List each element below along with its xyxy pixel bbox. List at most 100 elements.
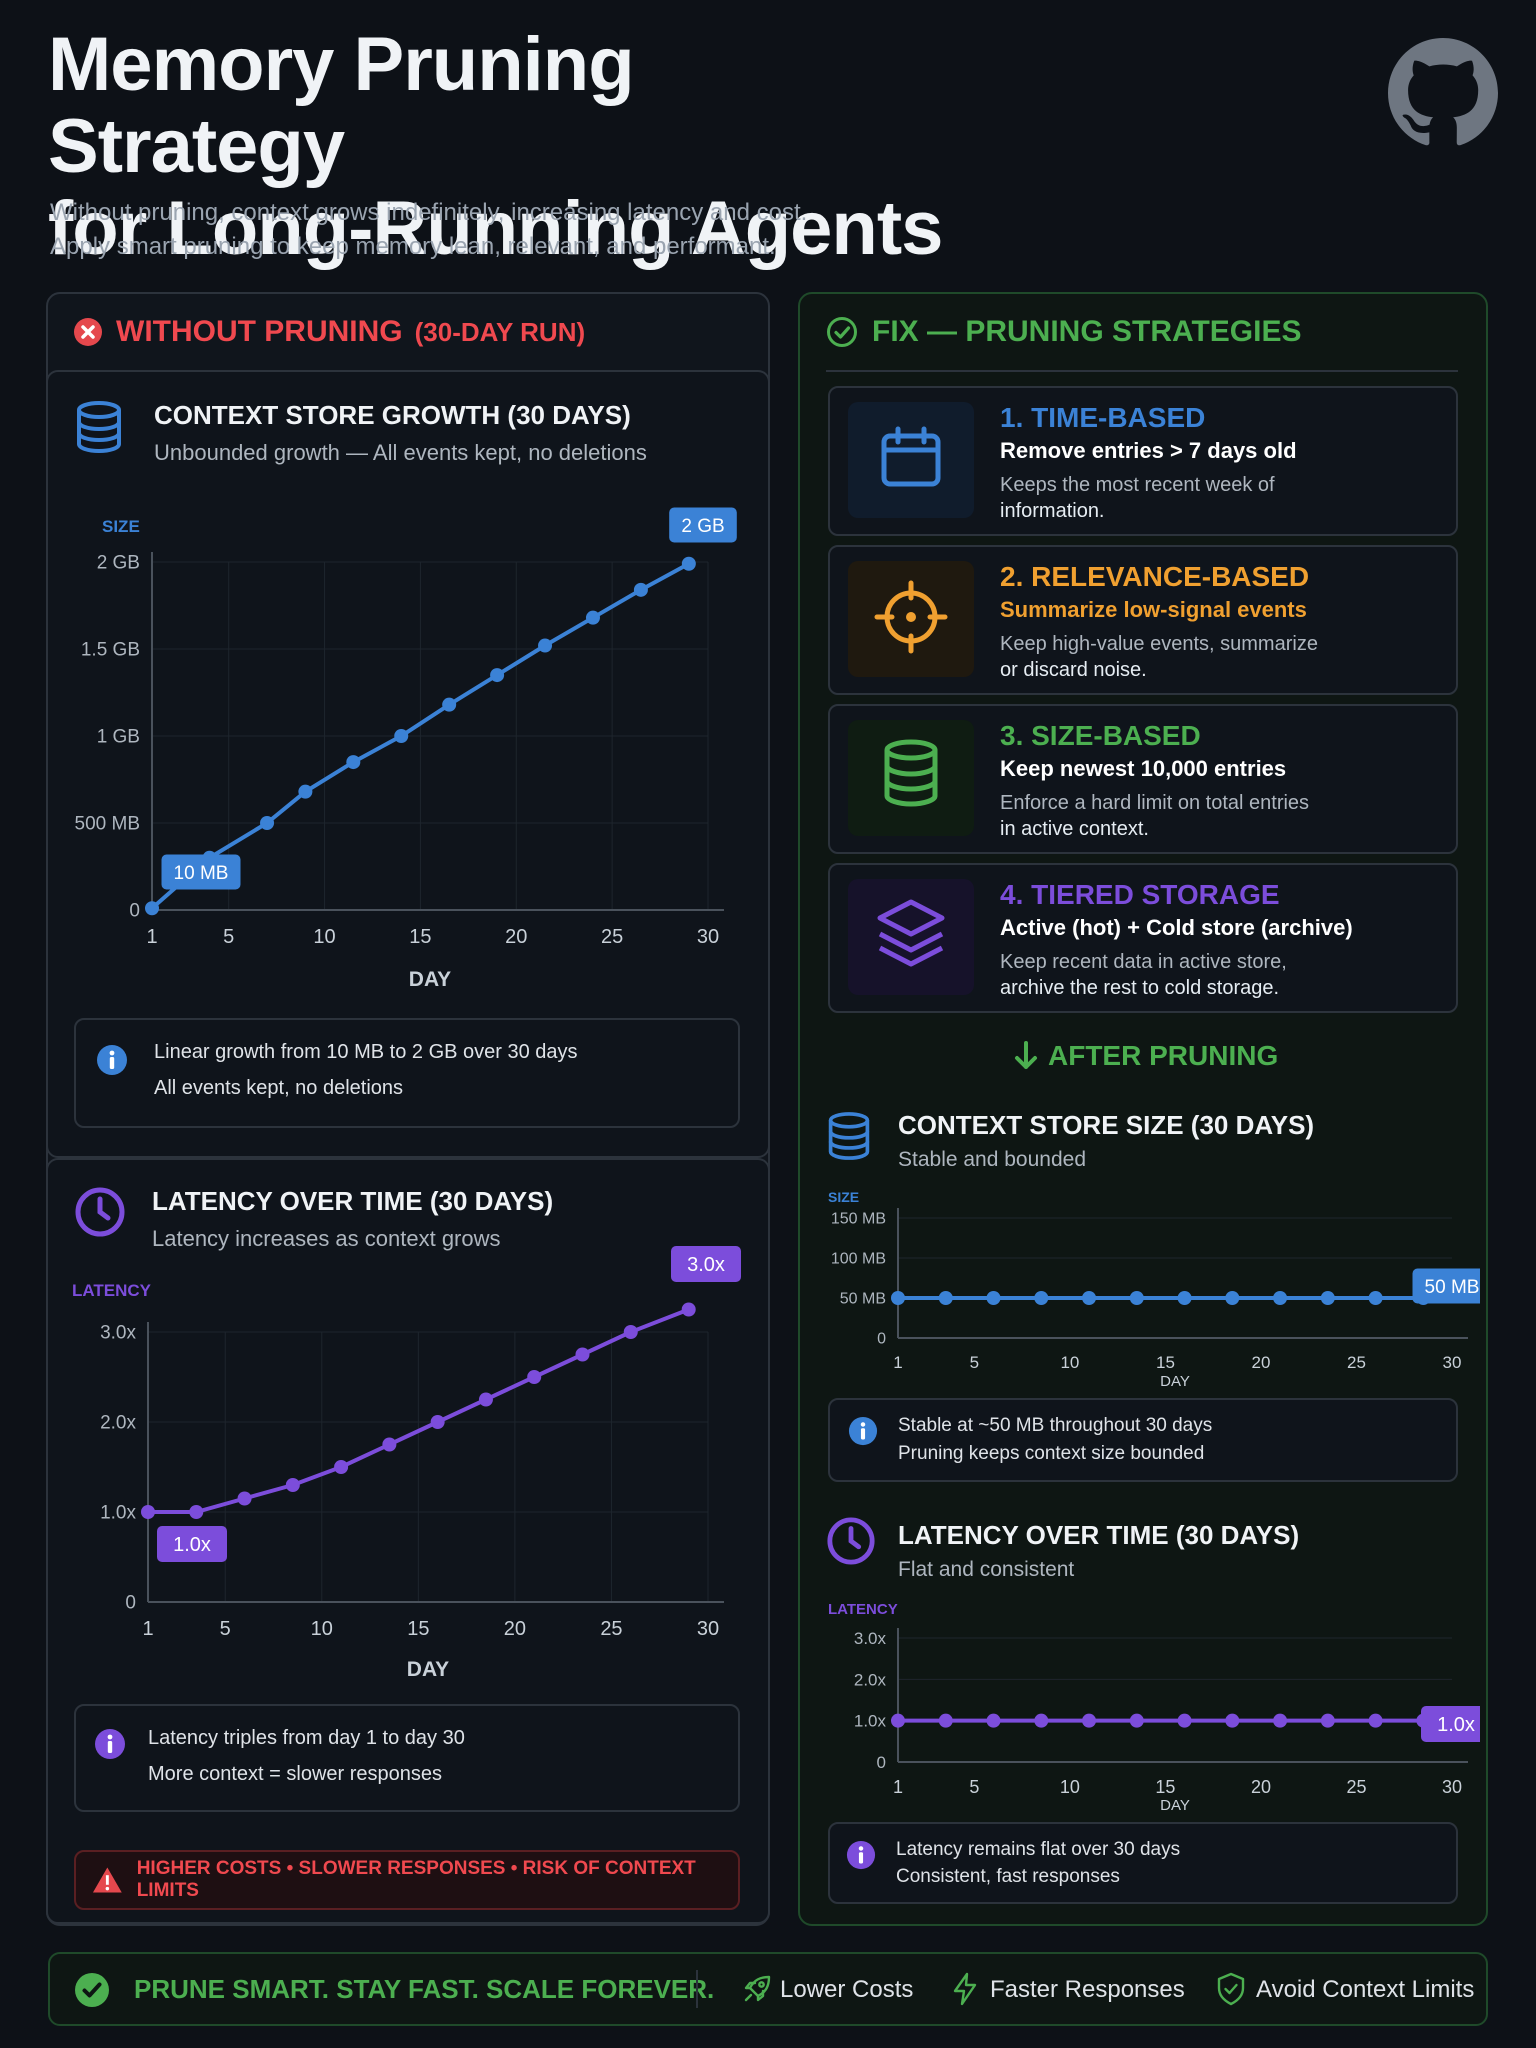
footer-avoid-context-limits: Avoid Context Limits [1256,1976,1475,2003]
series-line [150,561,690,910]
data-point [1129,1291,1144,1305]
size-after-subtitle: Stable and bounded [898,1148,1087,1171]
strategy-desc-line-2: or discard noise. [1000,659,1147,681]
x-tick-label: 30 [1442,1777,1462,1797]
x-tick-label: 20 [1251,1777,1271,1797]
x-tick-label: 5 [969,1777,979,1797]
y-tick-label: 0 [129,901,140,922]
y-tick-label: 0 [125,1593,136,1614]
growth-chart-subtitle: Unbounded growth — All events kept, no d… [154,440,647,465]
data-point [141,1505,155,1519]
without-pruning-title: WITHOUT PRUNING [116,315,403,348]
x-axis-label: DAY [1160,1797,1190,1814]
data-point [1034,1713,1049,1728]
y-tick-label: 0 [877,1331,886,1348]
growth-note: Linear growth from 10 MB to 2 GB over 30… [74,1018,740,1128]
x-tick-label: 20 [505,926,527,948]
y-tick-label: 50 MB [840,1291,886,1308]
shield-check-icon [1217,1972,1245,2006]
rocket-icon [744,1975,771,2002]
header-divider [826,370,1458,372]
data-point [260,816,275,830]
y-tick-label: 100 MB [831,1251,886,1268]
pruning-strategies-title: FIX — PRUNING STRATEGIES [872,315,1302,348]
latency-before-note: Latency triples from day 1 to day 30 Mor… [74,1704,740,1812]
strategy-desc-line-1: Keeps the most recent week of [1000,474,1275,496]
data-point [938,1291,953,1305]
data-point [1177,1713,1192,1728]
data-point [623,1325,638,1339]
y-tick-label: 1.0x [854,1712,887,1731]
without-pruning-paren: (30-DAY RUN) [414,316,586,347]
start-value-label: 10 MB [174,863,229,884]
warning-text: HIGHER COSTS • SLOWER RESPONSES • RISK O… [136,1858,696,1901]
y-tick-label: 1 GB [97,727,140,748]
start-value-label: 1.0x [173,1534,211,1556]
clock-icon [827,1517,875,1565]
end-value-label-bg [1412,1268,1480,1304]
data-point [986,1291,1001,1305]
x-tick-label: 1 [893,1353,902,1372]
x-tick-label: 20 [1252,1353,1271,1372]
after-pruning-text: AFTER PRUNING [1048,1040,1279,1071]
strategy-desc-line-2: in active context. [1000,818,1149,840]
y-tick-label: 1.0x [100,1503,136,1524]
latency-after-note-line-2: Consistent, fast responses [896,1866,1120,1887]
y-axis-label: LATENCY [72,1281,152,1300]
strategy-desc-line-1: Keep recent data in active store, [1000,951,1287,973]
y-tick-label: 2 GB [97,553,140,574]
check-circle-icon [75,1973,109,2007]
data-point [298,784,313,799]
page-title: Memory Pruning Strategy for Long-Running… [48,24,948,270]
y-tick-label: 2.0x [854,1670,887,1689]
database-icon [828,1112,870,1160]
end-value-label-bg [671,1246,741,1282]
data-point [891,1713,905,1728]
x-tick-label: 10 [311,1618,333,1640]
strategy-subtitle: Active (hot) + Cold store (archive) [1000,915,1353,940]
strategy-description: Keeps the most recent week of informatio… [1000,472,1275,524]
data-point [575,1347,590,1362]
x-tick-label: 15 [1155,1777,1175,1797]
data-point [1320,1291,1335,1305]
github-icon[interactable] [1388,38,1498,148]
data-point [394,729,409,743]
data-point [585,610,600,625]
data-point [1034,1291,1049,1305]
strategy-title: 2. RELEVANCE-BASED [1000,561,1310,592]
y-axis-label: SIZE [102,517,140,536]
layers-icon [877,899,945,967]
data-point [346,755,361,770]
x-tick-label: 5 [223,926,234,948]
arrow-down-icon [1015,1041,1037,1069]
data-point [938,1713,953,1728]
x-tick-label: 5 [970,1353,979,1372]
x-axis-label: DAY [409,968,451,991]
data-point [382,1437,397,1452]
series-line [148,1307,690,1514]
size-after-note-line-1: Stable at ~50 MB throughout 30 days [898,1415,1213,1436]
strategy-subtitle: Summarize low-signal events [1000,597,1307,622]
x-tick-label: 25 [600,1618,622,1640]
data-point [1320,1713,1335,1728]
after-pruning-label: AFTER PRUNING [1014,1040,1278,1072]
data-point [681,1302,696,1317]
end-value-label: 50 MB [1425,1277,1480,1298]
size-after-note-line-2: Pruning keeps context size bounded [898,1443,1205,1464]
x-tick-label: 20 [504,1618,526,1640]
data-point [1225,1713,1240,1728]
data-point [1368,1713,1383,1728]
data-point [1129,1713,1144,1728]
info-icon [95,1729,125,1759]
strategy-description: Enforce a hard limit on total entries in… [1000,790,1309,842]
calendar-icon [881,426,941,487]
x-tick-label: 10 [1060,1777,1080,1797]
x-tick-label: 5 [220,1618,231,1640]
subtitle-line-1: Without pruning, context grows indefinit… [50,199,808,226]
strategy-desc-line-2: information. [1000,500,1105,522]
latency-before-chart: 01.0x2.0x3.0x1 5 10 15 20 25 30LATENCYDAY1.0x3… [72,1246,741,1680]
strategy-title: 1. TIME-BASED [1000,402,1206,433]
crosshair-icon [874,580,948,654]
growth-note-line-1: Linear growth from 10 MB to 2 GB over 30… [154,1041,578,1063]
